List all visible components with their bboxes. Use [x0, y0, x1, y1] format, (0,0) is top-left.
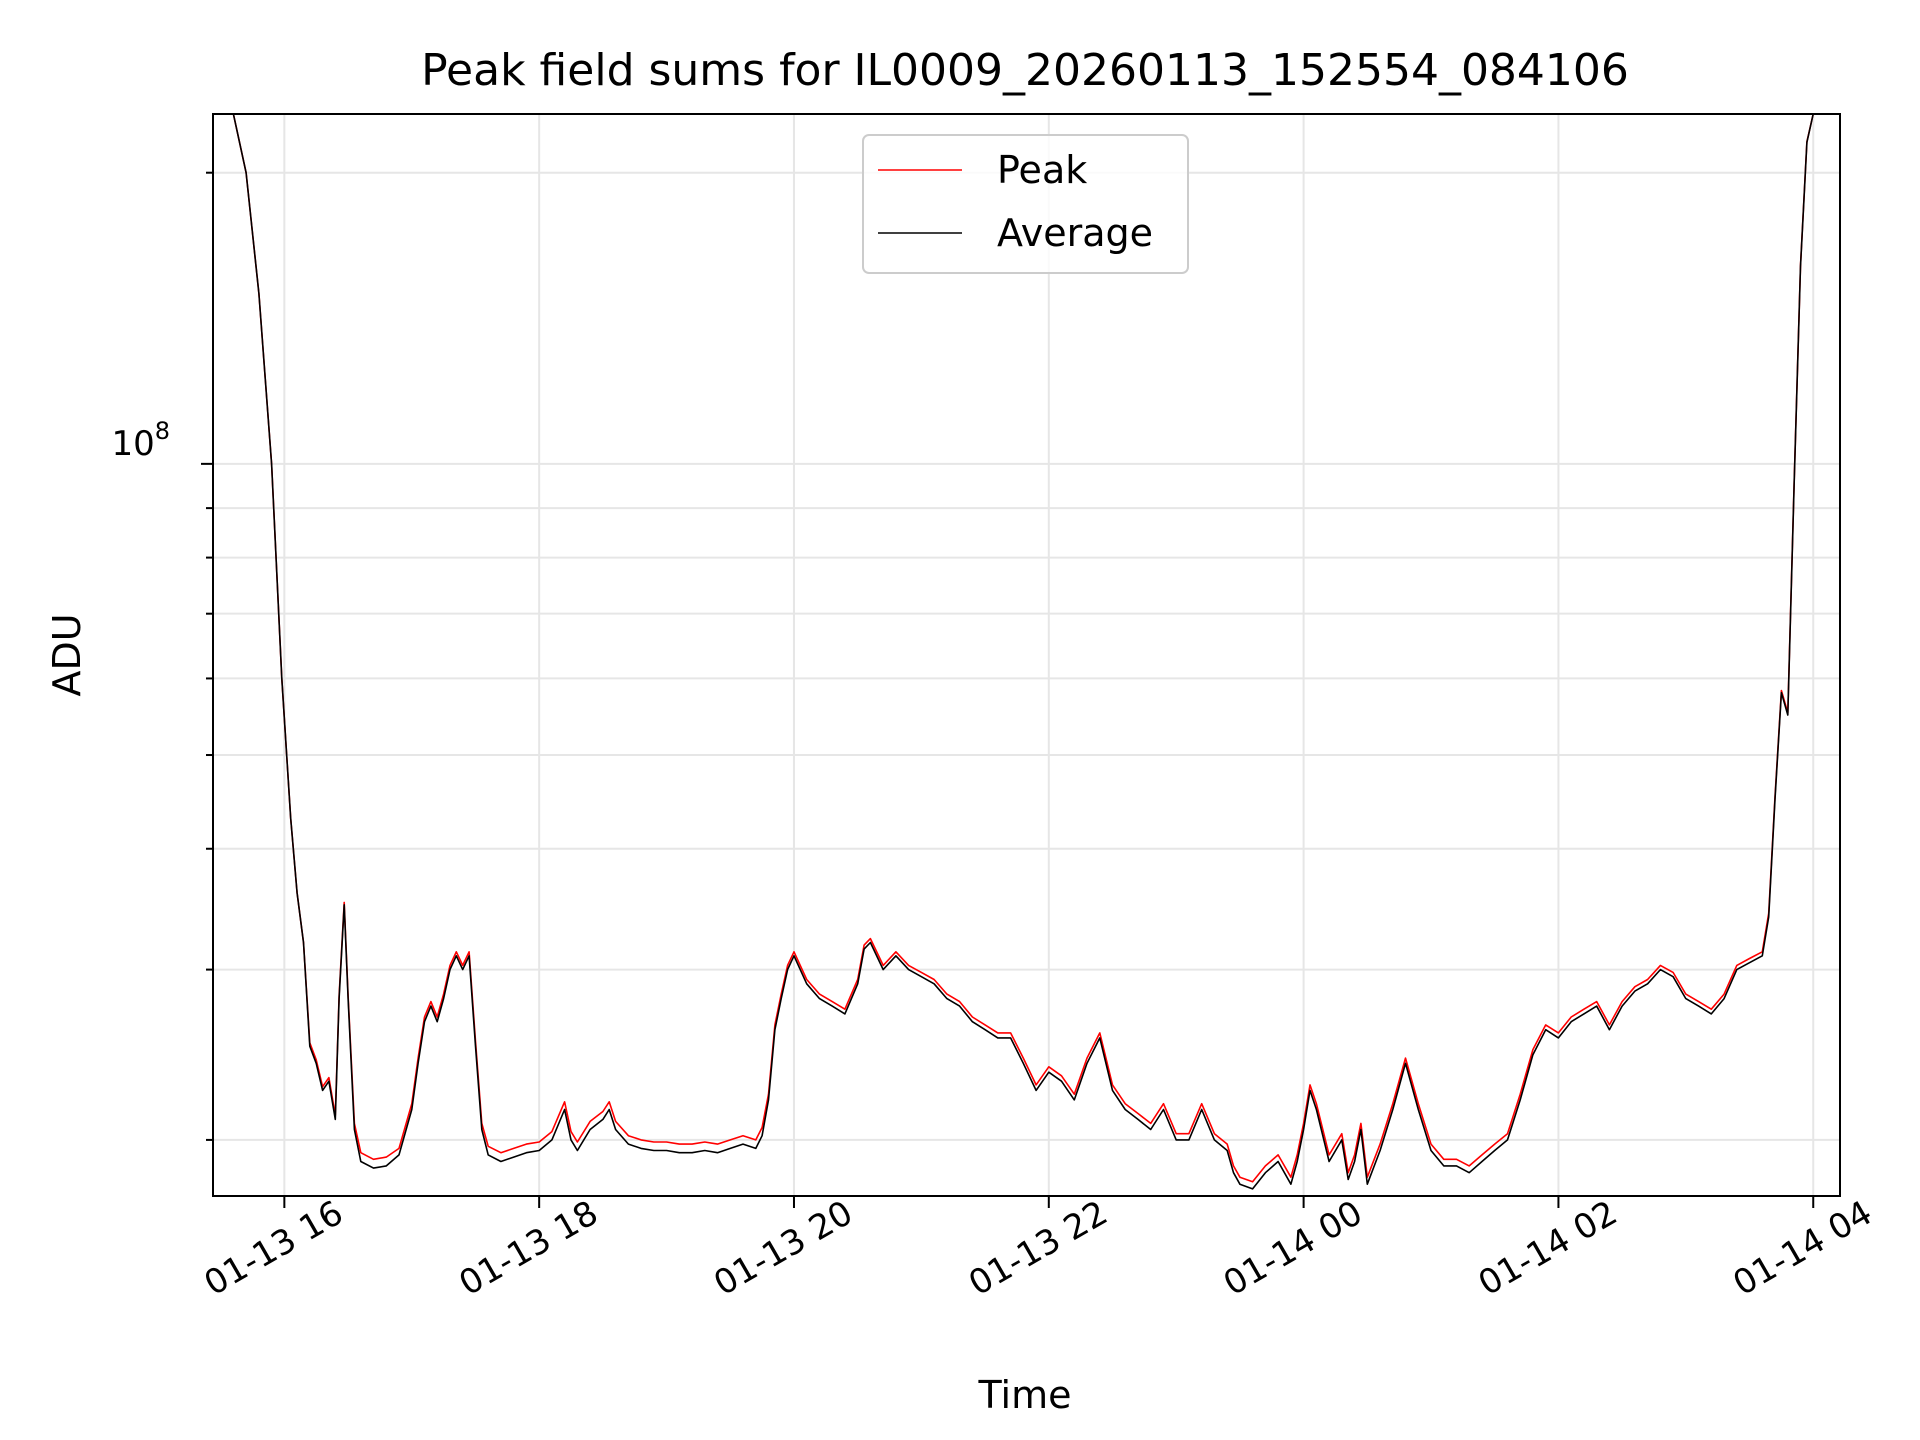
legend: Peak Average	[862, 134, 1189, 274]
series-line-average	[213, 113, 1814, 1190]
plot-frame	[212, 113, 1841, 1197]
legend-label-average: Average	[997, 211, 1153, 255]
y-tick-label-exponent: 8	[155, 417, 170, 445]
legend-label-peak: Peak	[997, 148, 1087, 192]
y-tick-label-base: 10	[111, 424, 154, 464]
y-axis-ticks	[201, 171, 213, 1141]
plot-background	[213, 114, 1840, 1196]
series-line-peak	[213, 113, 1814, 1183]
x-axis-label: Time	[978, 1373, 1072, 1417]
plot-area	[212, 113, 1841, 1197]
chart-title: Peak field sums for IL0009_20260113_1525…	[421, 45, 1629, 96]
series-layer	[213, 113, 1814, 1190]
y-axis-label: ADU	[45, 613, 89, 696]
y-tick-label-1e8: 108	[111, 417, 170, 464]
